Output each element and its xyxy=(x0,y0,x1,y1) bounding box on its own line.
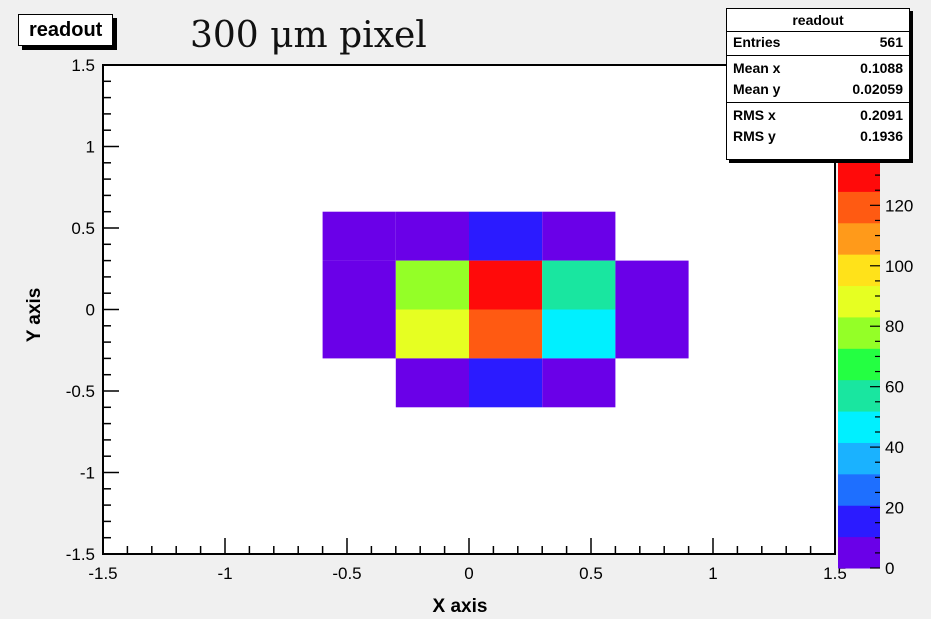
heatmap-cell xyxy=(395,358,469,408)
stats-value: 0.1936 xyxy=(860,128,903,144)
heatmap-cell xyxy=(322,309,396,359)
heatmap-cell xyxy=(395,211,469,261)
palette-swatch xyxy=(838,411,880,443)
heatmap-cell xyxy=(395,260,469,310)
x-tick-label: 0.5 xyxy=(579,564,603,583)
heatmap-cell xyxy=(615,260,689,310)
palette-swatch xyxy=(838,160,880,192)
stats-title: readout xyxy=(727,9,909,32)
stats-divider xyxy=(727,55,909,56)
stats-label: Entries xyxy=(733,34,781,50)
heatmap-cell xyxy=(615,309,689,359)
stats-box: readout Entries 561 Mean x 0.1088 Mean y… xyxy=(726,8,910,160)
palette-swatch xyxy=(838,222,880,255)
stats-value: 561 xyxy=(879,34,903,50)
heatmap-cell xyxy=(322,260,396,310)
stats-value: 0.02059 xyxy=(852,81,903,97)
palette-swatch xyxy=(838,285,880,318)
histogram-title: readout xyxy=(18,14,114,46)
stats-row-mean-y: Mean y 0.02059 xyxy=(727,79,909,100)
palette-swatch xyxy=(838,442,880,475)
stats-row-rms-y: RMS y 0.1936 xyxy=(727,126,909,147)
z-tick-label: 60 xyxy=(885,378,904,397)
x-tick-label: -0.5 xyxy=(332,564,361,583)
heatmap-cell xyxy=(469,211,543,261)
stats-divider xyxy=(727,102,909,103)
heatmap-cell xyxy=(322,211,396,261)
heatmap-cell xyxy=(469,358,543,408)
stats-value: 0.1088 xyxy=(860,60,903,76)
z-tick-label: 80 xyxy=(885,317,904,336)
y-axis-title: Y axis xyxy=(24,288,45,343)
pixel-size-annotation: 300 μm pixel xyxy=(190,15,427,56)
stats-row-mean-x: Mean x 0.1088 xyxy=(727,58,909,79)
heatmap-cell xyxy=(469,260,543,310)
heatmap-cell xyxy=(395,309,469,359)
palette-swatch xyxy=(838,191,880,224)
stats-value: 0.2091 xyxy=(860,107,903,123)
x-tick-label: -1.5 xyxy=(88,564,117,583)
stats-row-rms-x: RMS x 0.2091 xyxy=(727,105,909,126)
stats-label: Mean x xyxy=(733,60,781,76)
heatmap-cell xyxy=(542,260,616,310)
y-tick-label: 1.5 xyxy=(71,56,95,75)
palette-swatch xyxy=(838,473,880,506)
heatmap-cell xyxy=(542,309,616,359)
x-tick-label: -1 xyxy=(217,564,232,583)
heatmap-cell xyxy=(469,309,543,359)
x-tick-label: 1 xyxy=(708,564,717,583)
palette-swatch xyxy=(838,505,880,538)
palette-swatch xyxy=(838,348,880,381)
x-tick-label: 0 xyxy=(464,564,473,583)
heatmap-cell xyxy=(542,358,616,408)
stats-label: RMS x xyxy=(733,107,776,123)
palette-swatch xyxy=(838,536,880,569)
z-tick-label: 120 xyxy=(885,196,913,215)
y-tick-label: -1.5 xyxy=(66,545,95,564)
z-tick-label: 20 xyxy=(885,499,904,518)
y-tick-label: 0 xyxy=(86,301,95,320)
stats-label: RMS y xyxy=(733,128,776,144)
palette-swatch xyxy=(838,379,880,412)
palette-swatch xyxy=(838,316,880,349)
x-tick-label: 1.5 xyxy=(823,564,847,583)
y-tick-label: 1 xyxy=(86,138,95,157)
palette-swatch xyxy=(838,254,880,287)
heatmap-cell xyxy=(542,211,616,261)
z-tick-label: 0 xyxy=(885,559,894,578)
y-tick-label: 0.5 xyxy=(71,219,95,238)
stats-label: Mean y xyxy=(733,81,781,97)
z-tick-label: 40 xyxy=(885,438,904,457)
y-tick-label: -1 xyxy=(80,464,95,483)
z-tick-label: 100 xyxy=(885,257,913,276)
stats-row-entries: Entries 561 xyxy=(727,32,909,53)
y-tick-label: -0.5 xyxy=(66,382,95,401)
x-axis-title: X axis xyxy=(433,596,488,617)
